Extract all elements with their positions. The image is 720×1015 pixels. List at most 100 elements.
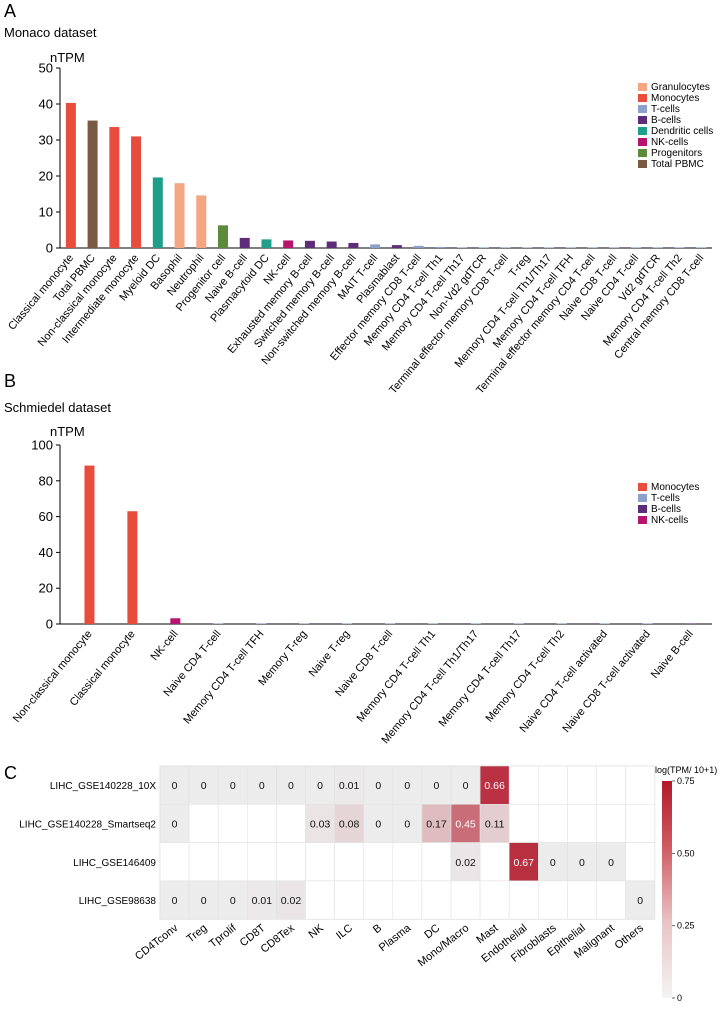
heatmap-cell-value: 0 bbox=[230, 895, 236, 907]
chart-b-category-label: Naive B-cell bbox=[649, 628, 696, 681]
chart-a-legend-swatch bbox=[638, 160, 647, 168]
heatmap-cell bbox=[450, 880, 481, 920]
chart-b-bar-memory-cd4-t-cell-th17 bbox=[513, 623, 524, 624]
chart-b-category-label: Naive CD4 T-cell activated bbox=[518, 628, 610, 735]
chart-b-bar-naive-cd4-t-cell-activated bbox=[599, 623, 610, 624]
chart-b-legend-label: Monocytes bbox=[651, 482, 699, 493]
heatmap-cell-value: 0 bbox=[637, 895, 643, 907]
heatmap-cell bbox=[159, 880, 190, 920]
chart-a-bar-non-switched-memory-b-cell bbox=[348, 242, 359, 248]
chart-a-bar-switched-memory-b-cell bbox=[326, 241, 337, 248]
heatmap-cell bbox=[625, 842, 655, 882]
heatmap-cell bbox=[508, 880, 539, 920]
chart-b-category-label: Memory CD4 T-cell Th1 bbox=[355, 628, 439, 724]
chart-a-bar-t-reg bbox=[522, 247, 533, 248]
chart-a-legend-label: Monocytes bbox=[651, 93, 699, 104]
heatmap-cell bbox=[625, 880, 655, 920]
chart-b-bar-naive-cd4-t-cell bbox=[213, 623, 224, 624]
chart-a-bar-memory-cd4-t-cell-th17 bbox=[457, 247, 468, 248]
chart-b-bar-naive-cd8-t-cell bbox=[385, 623, 395, 624]
chart-b-category-label: Memory CD4 T-cell Th17 bbox=[437, 628, 525, 729]
chart-a-bar-plasmablast bbox=[391, 245, 402, 248]
heatmap-cell bbox=[508, 803, 539, 843]
chart-a-bar-memory-cd4-t-cell-th1 bbox=[435, 246, 446, 248]
colorbar-tick-label: 0 bbox=[677, 993, 682, 1003]
colorbar bbox=[662, 781, 672, 998]
heatmap-cell bbox=[479, 803, 510, 843]
heatmap-cell-value: 0 bbox=[201, 895, 207, 907]
heatmap-cell bbox=[188, 880, 219, 920]
heatmap-cell bbox=[217, 842, 248, 882]
chart-a-ytick-label: 50 bbox=[39, 61, 53, 76]
chart-b-legend-swatch bbox=[638, 516, 647, 524]
chart-a-ytick-label: 20 bbox=[39, 169, 53, 184]
heatmap-cell-value: 0.02 bbox=[281, 895, 302, 907]
heatmap-cell bbox=[247, 803, 277, 843]
chart-a-legend-label: B-cells bbox=[651, 115, 681, 126]
chart-b-bar-memory-cd4-t-cell-th1 bbox=[427, 623, 438, 624]
heatmap-cell bbox=[537, 842, 568, 882]
heatmap-cell bbox=[159, 765, 190, 805]
heatmap-cell-value: 0.01 bbox=[339, 780, 360, 792]
heatmap-cell-value: 0.67 bbox=[514, 857, 535, 869]
chart-a-ytick-label: 0 bbox=[46, 241, 53, 256]
chart-b-bar-naive-b-cell bbox=[685, 623, 696, 624]
chart-a-legend-swatch bbox=[638, 116, 647, 124]
chart-b-category-label: Memory CD4 T-cell TFH bbox=[181, 628, 266, 726]
heatmap-cell bbox=[596, 765, 626, 805]
heatmap-cell bbox=[247, 765, 277, 805]
heatmap-cell-value: 0 bbox=[608, 857, 614, 869]
heatmap-cell-value: 0 bbox=[463, 780, 469, 792]
heatmap-cell bbox=[537, 880, 568, 920]
heatmap-column-label: DC bbox=[422, 922, 442, 941]
heatmap-cell bbox=[276, 803, 306, 843]
chart-b-category-label: Naive CD8 T-cell activated bbox=[561, 628, 653, 735]
heatmap-column-label: CD4Tconv bbox=[133, 922, 181, 963]
colorbar-tick-label: 0.50 bbox=[677, 848, 695, 858]
chart-a-ytick-label: 30 bbox=[39, 133, 53, 148]
heatmap-cell bbox=[247, 880, 277, 920]
heatmap-row-label: LIHC_GSE146409 bbox=[73, 858, 156, 869]
chart-a-title: Monaco dataset bbox=[4, 25, 97, 40]
heatmap-cell-value: 0.03 bbox=[310, 818, 331, 830]
chart-b-legend-swatch bbox=[638, 483, 647, 491]
chart-b-legend-label: B-cells bbox=[651, 504, 681, 515]
chart-b-bar-non-classical-monocyte bbox=[84, 465, 95, 624]
heatmap-cell bbox=[276, 842, 306, 882]
chart-b-bar-memory-cd4-t-cell-tfh bbox=[256, 623, 267, 624]
heatmap-cell bbox=[450, 803, 481, 843]
heatmap-cell-value: 0.11 bbox=[485, 818, 505, 830]
chart-b-legend-swatch bbox=[638, 494, 647, 502]
heatmap-cell-value: 0.01 bbox=[252, 895, 273, 907]
chart-b-category-label: Naive T-reg bbox=[307, 628, 353, 679]
heatmap-cell-value: 0 bbox=[434, 780, 440, 792]
heatmap-cell bbox=[567, 880, 597, 920]
chart-a-legend-swatch bbox=[638, 105, 647, 113]
chart-a-bar-nk-cell bbox=[283, 240, 294, 248]
chart-a-legend-swatch bbox=[638, 83, 647, 91]
heatmap-cell bbox=[188, 842, 219, 882]
colorbar-title: log(TPM/ 10+1) bbox=[655, 765, 717, 775]
heatmap-cell bbox=[305, 765, 335, 805]
heatmap-cell bbox=[421, 880, 452, 920]
heatmap-cell-value: 0.08 bbox=[339, 818, 360, 830]
chart-a-bar-naive-cd8-t-cell bbox=[609, 247, 620, 248]
chart-a-bar-memory-cd4-t-cell-th1-th17 bbox=[544, 247, 554, 248]
heatmap-cell-value: 0.45 bbox=[455, 818, 476, 830]
heatmap-cell bbox=[421, 842, 452, 882]
chart-a-bar-terminal-effector-memory-cd4-t-cell bbox=[587, 247, 598, 248]
colorbar-tick-label: 0.75 bbox=[677, 776, 695, 786]
heatmap-cell bbox=[247, 842, 277, 882]
chart-b-bar-naive-cd8-t-cell-activated bbox=[642, 623, 653, 624]
chart-a-legend-label: Progenitors bbox=[651, 148, 702, 159]
chart-a-ytick-label: 10 bbox=[39, 205, 53, 220]
chart-b-bar-classical-monocyte bbox=[127, 511, 138, 624]
heatmap-cell-value: 0 bbox=[288, 780, 294, 792]
chart-a-legend-swatch bbox=[638, 127, 647, 135]
heatmap-cell bbox=[217, 765, 248, 805]
chart-a-legend-label: NK-cells bbox=[651, 137, 688, 148]
chart-b-bar-memory-cd4-t-cell-th1-th17 bbox=[470, 623, 481, 624]
chart-c-heatmap: LIHC_GSE140228_10X 0 0 0 0 0 0 0.01 0 0 0 0 0.66 LIHC… bbox=[19, 765, 717, 1003]
heatmap-cell bbox=[392, 765, 423, 805]
